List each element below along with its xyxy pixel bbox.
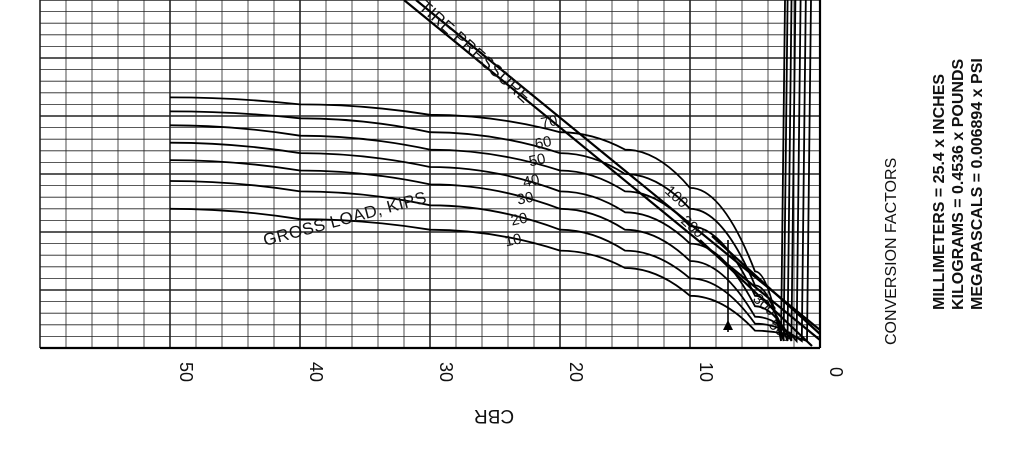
gross-load-curve (169, 0, 797, 342)
gross-load-value-label: 30 (515, 189, 535, 209)
gross-load-curve (169, 0, 812, 343)
x-tick-label: 50 (176, 362, 196, 382)
conversion-heading: CONVERSION FACTORS (883, 158, 900, 345)
gross-load-value-label: 10 (503, 230, 523, 250)
gross-load-curve (169, 0, 802, 344)
x-tick-label: 20 (566, 362, 586, 382)
tire-pressure-line (699, 239, 813, 347)
gross-load-curves (169, 0, 812, 344)
tire-pressure-line (415, 0, 821, 331)
gross-load-curve (169, 0, 789, 342)
gross-load-curve (169, 0, 793, 342)
tire-pressure-line (403, 0, 821, 341)
x-tick-label: 40 (306, 362, 326, 382)
x-tick-label: 30 (436, 362, 456, 382)
x-axis-label: CBR (474, 405, 514, 426)
gross-load-value-label: 40 (521, 171, 541, 191)
gross-load-curve (169, 0, 807, 343)
gross-load-value-label: 50 (527, 150, 547, 170)
gross-load-curve (169, 0, 786, 342)
conversion-mm: MILLIMETERS = 25.4 x INCHES (931, 74, 948, 310)
x-tick-label: 10 (696, 362, 716, 382)
example-arrow-head (723, 320, 733, 330)
tire-pressure-label: TIRE PRESSURE (415, 0, 534, 107)
gross-load-value-label: 70 (539, 112, 559, 132)
x-tick-labels: 50 40 30 20 10 0 (176, 362, 846, 382)
gross-load-value-label: 60 (533, 133, 553, 153)
conversion-kg: KILOGRAMS = 0.4536 x POUNDS (950, 58, 967, 310)
gross-load-value-label: 20 (509, 209, 529, 229)
x-tick-label: 0 (826, 367, 846, 377)
conversion-mpa: MEGAPASCALS = 0.006894 x PSI (969, 58, 986, 310)
conversion-factors: CONVERSION FACTORS MILLIMETERS = 25.4 x … (883, 58, 986, 345)
chart-grid (39, 0, 822, 350)
